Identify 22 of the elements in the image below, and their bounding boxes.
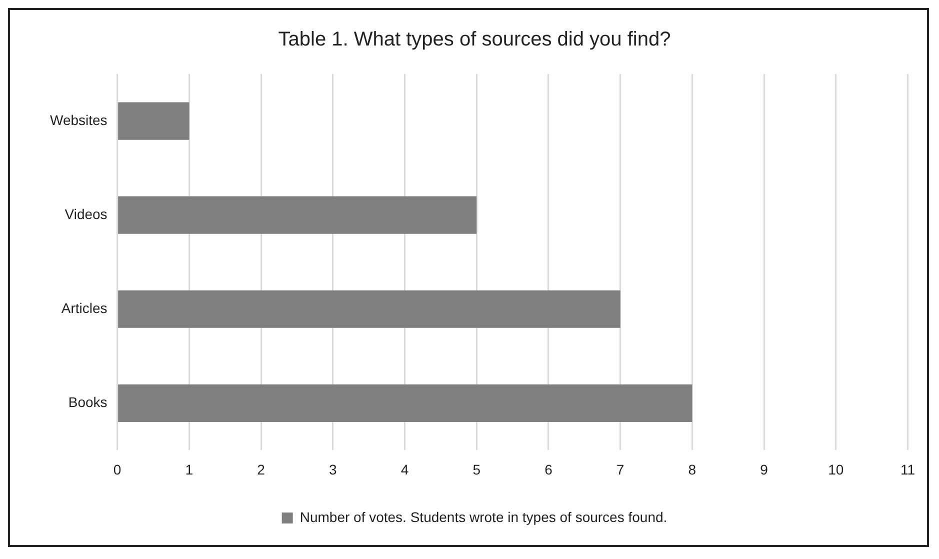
x-tick-label: 4 (400, 461, 409, 478)
bar (118, 384, 692, 422)
y-tick-label: Articles (61, 300, 108, 316)
x-tick-label: 3 (328, 461, 337, 478)
x-tick-label: 8 (688, 461, 696, 478)
x-tick-label: 0 (113, 461, 122, 478)
bar (118, 290, 620, 328)
x-tick-label: 10 (828, 461, 844, 478)
bar (118, 102, 190, 140)
x-tick-label: 11 (900, 461, 916, 478)
y-tick-label: Websites (50, 112, 108, 128)
x-tick-label: 5 (472, 461, 481, 478)
x-tick-label: 9 (760, 461, 768, 478)
y-tick-label: Books (68, 394, 108, 410)
x-tick-label: 2 (257, 461, 266, 478)
legend-label: Number of votes. Students wrote in types of sources found. (300, 508, 668, 525)
x-tick-label: 1 (185, 461, 194, 478)
y-tick-label: Videos (64, 206, 108, 222)
x-tick-label: 7 (616, 461, 624, 478)
chart-title: Table 1. What types of sources did you find? (278, 28, 671, 51)
x-tick-label: 6 (544, 461, 553, 478)
bar (118, 196, 477, 234)
